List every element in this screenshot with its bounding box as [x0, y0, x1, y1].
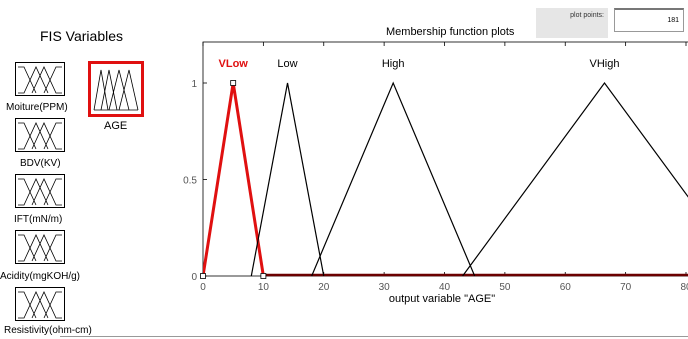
x-tick-label: 70	[620, 282, 632, 293]
mf-vertex-handle[interactable]	[260, 273, 267, 279]
membership-icon	[18, 122, 62, 150]
membership-icon	[93, 69, 139, 111]
mf-line-vhigh[interactable]	[462, 81, 688, 277]
y-tick-label: 0	[191, 272, 197, 283]
plot-points-panel: plot points:	[536, 8, 608, 38]
plot-frame	[202, 41, 688, 277]
x-tick-label: 50	[499, 282, 511, 293]
membership-icon	[18, 178, 62, 206]
membership-icon	[18, 66, 62, 94]
plot-points-label: plot points:	[570, 12, 604, 19]
mf-vertex-handle[interactable]	[230, 80, 237, 86]
mf-label-vlow: VLow	[219, 58, 249, 70]
x-tick-label: 30	[379, 282, 391, 293]
plot-points-input[interactable]	[614, 8, 684, 32]
input-variable-acidity[interactable]	[15, 230, 65, 264]
x-tick-label: 60	[560, 282, 572, 293]
x-tick-label: 80	[680, 282, 688, 293]
divider	[60, 336, 688, 337]
membership-icon	[18, 234, 62, 262]
output-variable-label: AGE	[104, 120, 128, 132]
x-tick-label: 0	[200, 282, 206, 293]
y-tick-label: 1	[191, 79, 197, 90]
mf-vertex-handle[interactable]	[200, 273, 206, 279]
y-tick-label: 0.5	[183, 176, 197, 187]
input-variable-resistivity[interactable]	[15, 287, 65, 321]
plot-title: Membership function plots	[386, 26, 515, 38]
input-variable-moiture[interactable]	[15, 62, 65, 96]
output-variable-age[interactable]	[88, 61, 144, 117]
input-variable-label: Acidity(mgKOH/g)	[0, 271, 81, 282]
mf-label-vhigh: VHigh	[590, 58, 620, 70]
x-tick-label: 20	[318, 282, 330, 293]
input-variable-label: IFT(mN/m)	[14, 214, 63, 225]
mf-label-high: High	[382, 58, 405, 70]
mf-line-high[interactable]	[311, 81, 476, 277]
x-axis-label: output variable "AGE"	[389, 293, 495, 305]
input-variable-label: Resistivity(ohm-cm)	[4, 325, 92, 336]
fis-variables-title: FIS Variables	[40, 28, 123, 44]
x-tick-label: 10	[258, 282, 270, 293]
membership-icon	[18, 291, 62, 319]
x-tick-label: 40	[439, 282, 451, 293]
input-variable-label: Moiture(PPM)	[6, 102, 68, 113]
input-variable-label: BDV(KV)	[20, 158, 61, 169]
input-variable-ift[interactable]	[15, 174, 65, 208]
mf-line-low[interactable]	[250, 82, 325, 277]
mf-label-low: Low	[277, 58, 297, 70]
input-variable-bdv[interactable]	[15, 118, 65, 152]
